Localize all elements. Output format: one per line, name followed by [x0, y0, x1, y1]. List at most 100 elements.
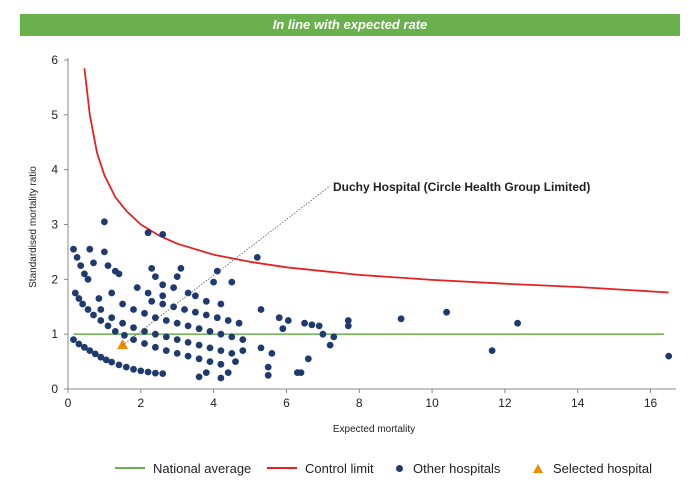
other-hospital-point	[257, 306, 265, 313]
other-hospital-point	[159, 231, 167, 238]
other-hospital-point	[173, 336, 181, 343]
other-hospital-point	[97, 306, 105, 313]
other-hospital-point	[152, 273, 159, 280]
legend-item-national-average: National average	[115, 458, 251, 478]
legend-swatch-selected-hospital	[533, 463, 543, 473]
other-hospital-point	[275, 314, 283, 322]
other-hospital-point	[119, 319, 126, 327]
other-hospital-point	[115, 270, 123, 278]
legend: National average Control limit Other hos…	[0, 458, 700, 480]
other-hospital-point	[115, 361, 123, 369]
other-hospital-point	[152, 330, 159, 338]
legend-swatch-control-limit	[267, 467, 297, 469]
other-hospital-point	[152, 369, 159, 377]
other-hospital-point	[162, 333, 170, 341]
legend-label-control-limit: Control limit	[305, 460, 374, 476]
other-hospital-point	[257, 344, 265, 352]
other-hospital-point	[195, 373, 203, 381]
other-hospital-point	[81, 270, 88, 278]
other-hospital-point	[301, 319, 308, 327]
other-hospital-point	[159, 370, 167, 377]
other-hospital-point	[210, 278, 218, 286]
other-hospital-point	[217, 330, 225, 338]
other-hospital-point	[239, 347, 247, 354]
other-hospital-point	[173, 350, 181, 357]
other-hospital-point	[108, 289, 116, 297]
other-hospital-point	[84, 306, 92, 313]
other-hospital-point	[152, 314, 159, 322]
other-hospital-point	[192, 292, 199, 300]
other-hospital-point	[111, 328, 119, 335]
other-hospital-point	[97, 353, 105, 361]
other-hospital-point	[108, 314, 116, 322]
other-hospital-point	[75, 295, 83, 302]
other-hospital-point	[148, 265, 156, 272]
legend-item-control-limit: Control limit	[267, 458, 374, 478]
other-hospital-point	[148, 297, 156, 305]
other-hospital-point	[101, 218, 108, 226]
other-hospital-point	[181, 306, 188, 313]
other-hospitals-points	[70, 218, 673, 382]
other-hospital-point	[159, 281, 167, 289]
legend-item-other-hospitals: Other hospitals	[396, 458, 500, 478]
other-hospital-point	[159, 300, 167, 308]
other-hospital-point	[86, 245, 94, 253]
other-hospital-point	[152, 343, 159, 351]
other-hospital-point	[84, 275, 92, 283]
other-hospital-point	[228, 350, 236, 357]
other-hospital-point	[121, 331, 128, 339]
other-hospital-point	[217, 347, 225, 354]
other-hospital-point	[170, 284, 178, 291]
x-tick-label: 10	[425, 396, 439, 410]
other-hospital-point	[108, 358, 116, 366]
legend-swatch-other-hospitals	[396, 464, 403, 472]
other-hospital-point	[665, 352, 673, 360]
other-hospital-point	[213, 314, 221, 322]
other-hospital-point	[397, 315, 405, 323]
other-hospital-point	[133, 284, 141, 291]
other-hospital-point	[488, 347, 496, 354]
status-banner: In line with expected rate	[20, 14, 680, 36]
other-hospital-point	[130, 365, 137, 373]
other-hospital-point	[104, 262, 112, 269]
other-hospital-point	[195, 341, 203, 349]
other-hospital-point	[443, 308, 450, 316]
other-hospital-point	[144, 289, 152, 297]
reference-lines	[73, 68, 669, 335]
other-hospital-point	[195, 355, 203, 363]
other-hospital-point	[141, 328, 148, 335]
other-hospital-point	[86, 347, 94, 354]
other-hospital-point	[235, 319, 243, 327]
other-hospital-point	[264, 371, 272, 379]
other-hospital-point	[184, 322, 192, 330]
other-hospital-point	[206, 328, 214, 335]
other-hospital-point	[141, 340, 148, 347]
other-hospital-point	[162, 347, 170, 354]
other-hospital-point	[184, 289, 192, 297]
other-hospital-point	[202, 311, 210, 319]
legend-item-selected-hospital: Selected hospital	[533, 458, 652, 478]
other-hospital-point	[79, 300, 86, 308]
other-hospital-point	[177, 265, 185, 272]
other-hospital-point	[308, 321, 316, 329]
other-hospital-point	[101, 248, 108, 256]
legend-label-other-hospitals: Other hospitals	[413, 460, 501, 476]
legend-swatch-national-average	[115, 467, 145, 469]
x-tick-label: 14	[571, 396, 585, 410]
legend-label-national-average: National average	[153, 460, 252, 476]
other-hospital-point	[102, 356, 110, 364]
other-hospital-point	[184, 352, 192, 360]
y-tick-label: 0	[51, 382, 58, 396]
other-hospital-point	[514, 319, 521, 327]
other-hospital-point	[206, 358, 214, 365]
other-hospital-point	[130, 324, 137, 331]
x-tick-label: 6	[283, 396, 290, 410]
other-hospital-point	[130, 336, 137, 343]
annotation-label: Duchy Hospital (Circle Health Group Limi…	[333, 180, 590, 194]
other-hospital-point	[213, 267, 221, 275]
other-hospital-point	[297, 369, 305, 376]
y-tick-label: 6	[51, 53, 58, 67]
x-tick-label: 12	[498, 396, 512, 410]
